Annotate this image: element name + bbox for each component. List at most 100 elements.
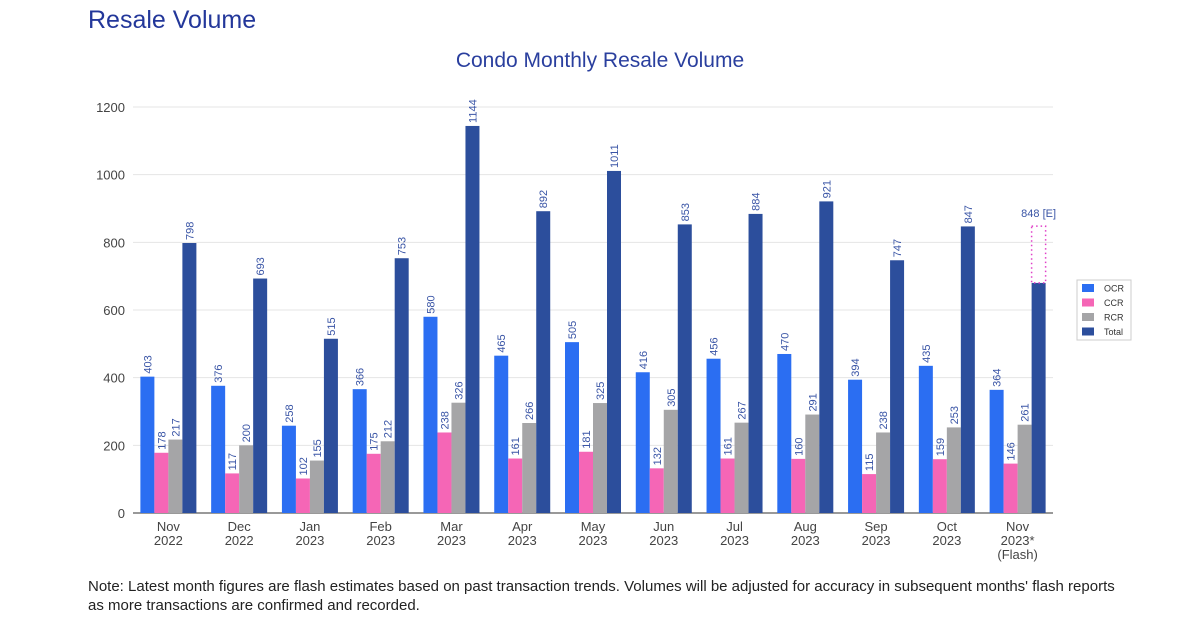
bar	[323, 338, 338, 513]
legend-swatch	[1082, 327, 1094, 336]
bar	[465, 125, 480, 514]
bar	[565, 342, 579, 513]
x-tick-label: Mar	[440, 519, 463, 534]
x-tick-label: 2022	[154, 533, 183, 548]
bar	[352, 389, 367, 513]
data-label: 178	[156, 431, 168, 449]
data-label: 364	[992, 368, 1004, 386]
bar	[918, 365, 933, 513]
data-label: 238	[878, 411, 890, 429]
bar	[706, 358, 721, 513]
bar	[182, 243, 197, 513]
y-tick-label: 600	[103, 303, 125, 318]
bar	[720, 458, 735, 513]
data-label: 305	[666, 388, 678, 406]
bar	[380, 441, 395, 513]
bar	[239, 445, 254, 513]
bar	[451, 402, 466, 513]
data-label: 435	[921, 344, 933, 362]
x-tick-label: Jan	[299, 519, 320, 534]
data-label: 212	[383, 420, 395, 438]
chart-title: Condo Monthly Resale Volume	[456, 49, 744, 72]
x-tick-label: Dec	[228, 519, 252, 534]
data-label: 693	[255, 257, 267, 275]
bar	[791, 458, 806, 513]
data-label: 456	[709, 337, 721, 355]
data-label: 847	[963, 205, 975, 223]
legend-swatch	[1082, 284, 1094, 292]
data-label: 416	[638, 351, 650, 369]
bar	[508, 458, 523, 513]
data-label: 155	[312, 439, 324, 457]
x-tick-label: Sep	[865, 519, 888, 534]
bar	[437, 432, 452, 513]
bar	[366, 453, 381, 513]
bar	[777, 353, 792, 513]
x-tick-label: May	[581, 519, 606, 534]
bar	[168, 439, 183, 513]
data-label: 132	[652, 447, 664, 465]
data-label: 115	[864, 454, 876, 472]
bar	[140, 376, 155, 513]
bar	[211, 385, 226, 513]
bar	[309, 460, 324, 513]
data-label: 159	[935, 438, 947, 456]
data-label: 884	[751, 193, 763, 211]
bar	[1003, 463, 1018, 513]
bar	[649, 468, 664, 513]
data-label: 181	[581, 430, 593, 448]
x-tick-label: Jun	[653, 519, 674, 534]
data-label: 217	[170, 418, 182, 436]
bar	[932, 459, 947, 513]
data-label: 258	[284, 404, 296, 422]
x-tick-label: Oct	[937, 519, 958, 534]
data-label: 798	[184, 222, 196, 240]
x-tick-label: 2023	[791, 533, 820, 548]
bar	[677, 224, 692, 513]
y-tick-label: 1200	[96, 100, 125, 115]
data-label: 515	[326, 317, 338, 335]
data-label: 325	[595, 382, 607, 400]
bar	[295, 478, 310, 513]
x-tick-label: Nov	[1006, 519, 1030, 534]
page-title: Resale Volume	[88, 6, 256, 34]
x-tick-label: 2023	[295, 533, 324, 548]
y-tick-label: 0	[118, 506, 125, 521]
x-tick-label: 2023	[508, 533, 537, 548]
x-tick-label: 2023	[932, 533, 961, 548]
x-tick-label: 2023*	[1001, 533, 1035, 548]
bar	[536, 211, 551, 513]
bar	[748, 213, 763, 513]
data-label: 747	[892, 239, 904, 257]
data-label: 266	[524, 402, 536, 420]
data-label: 465	[496, 334, 508, 352]
x-tick-label: (Flash)	[997, 547, 1037, 562]
data-label: 261	[1020, 403, 1032, 421]
bar	[579, 451, 593, 513]
annotation-label: 848 [E]	[1021, 208, 1056, 220]
legend-label: RCR	[1104, 313, 1124, 323]
bar	[494, 355, 509, 513]
bar	[593, 403, 607, 513]
bar	[423, 316, 438, 513]
data-label: 1144	[467, 99, 479, 123]
data-label: 253	[949, 406, 961, 424]
bar	[805, 414, 820, 513]
bar	[663, 409, 678, 513]
data-label: 161	[723, 437, 735, 455]
data-label: 291	[807, 393, 819, 411]
x-tick-label: 2023	[649, 533, 678, 548]
x-tick-label: 2023	[862, 533, 891, 548]
data-label: 1011	[609, 144, 621, 168]
estimate-box	[1030, 225, 1047, 284]
x-tick-label: 2022	[225, 533, 254, 548]
data-label: 853	[680, 203, 692, 221]
data-label: 117	[227, 453, 239, 471]
data-label: 505	[567, 321, 579, 339]
y-tick-label: 400	[103, 371, 125, 386]
bar	[862, 474, 877, 513]
data-label: 366	[355, 368, 367, 386]
legend-label: CCR	[1104, 298, 1124, 308]
x-tick-label: 2023	[720, 533, 749, 548]
